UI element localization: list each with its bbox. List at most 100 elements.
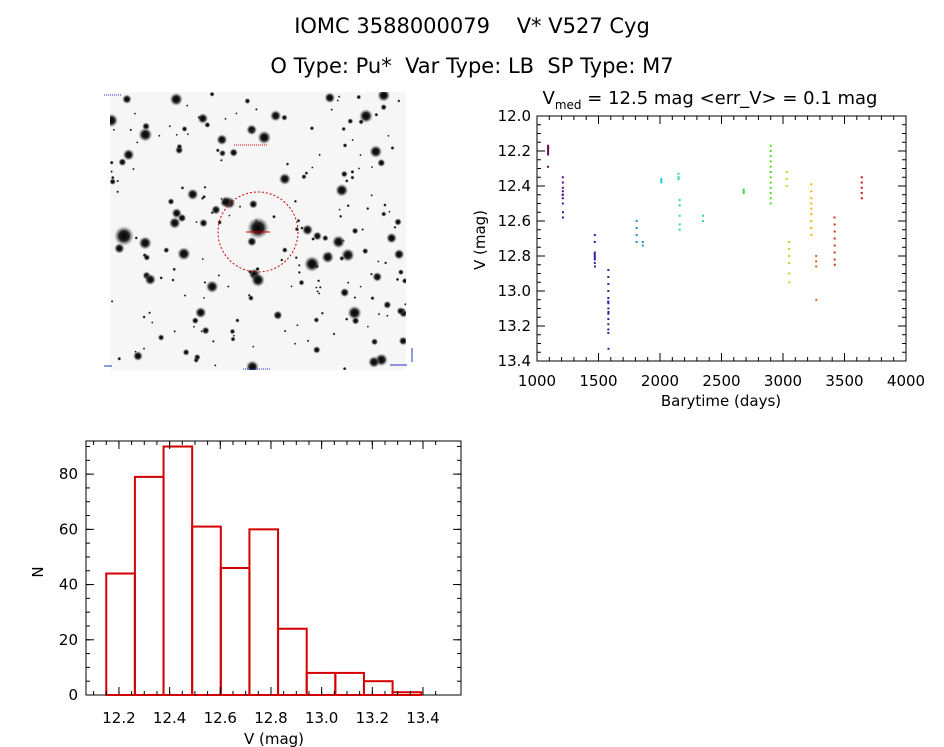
data-point: [677, 178, 680, 180]
star: [390, 145, 395, 151]
data-point: [660, 178, 663, 180]
chart-title-line2: O Type: Pu* Var Type: LB SP Type: M7: [270, 54, 674, 78]
data-point: [547, 153, 550, 156]
x-tick-label: 3000: [764, 372, 802, 390]
star: [344, 179, 349, 183]
x-tick-label: 13.2: [356, 709, 389, 727]
data-point: [742, 188, 745, 191]
data-point: [607, 290, 610, 292]
star: [366, 325, 370, 328]
data-point: [607, 283, 610, 285]
sky-image-panel: [104, 92, 413, 370]
histogram-bar: [277, 627, 308, 697]
data-point: [593, 241, 596, 243]
data-point: [788, 262, 791, 264]
data-point: [561, 181, 564, 184]
x-tick-label: 12.4: [153, 709, 186, 727]
star: [142, 315, 146, 319]
star: [335, 183, 349, 197]
star: [116, 190, 120, 194]
star: [322, 234, 329, 242]
star: [172, 224, 176, 228]
data-point: [702, 214, 705, 217]
data-point: [833, 230, 836, 233]
y-tick-label: 12.6: [498, 212, 531, 230]
data-point: [769, 181, 772, 184]
data-point: [635, 234, 638, 236]
star: [247, 295, 254, 302]
data-point: [593, 255, 596, 257]
star: [347, 305, 362, 320]
histogram-bar: [162, 445, 194, 696]
data-point: [660, 179, 663, 182]
y-tick-label: 12.4: [498, 177, 531, 195]
star: [272, 214, 277, 219]
histogram-bar: [133, 475, 165, 696]
data-point: [785, 171, 788, 173]
star: [381, 211, 387, 217]
star: [342, 143, 348, 148]
data-point: [593, 262, 596, 264]
star: [386, 314, 389, 317]
star: [338, 214, 343, 219]
bright-star: [368, 356, 380, 368]
star: [346, 204, 350, 208]
light-curve-axes-frame: [536, 115, 907, 362]
histogram-axes-frame: [85, 440, 462, 696]
star: [386, 232, 397, 244]
data-point: [810, 220, 813, 222]
star: [359, 153, 362, 157]
star: [202, 296, 206, 300]
star: [273, 310, 283, 320]
data-point: [607, 269, 610, 271]
data-point: [678, 223, 681, 226]
data-point: [810, 213, 813, 215]
star: [217, 274, 221, 277]
star: [393, 225, 397, 229]
star: [404, 302, 406, 306]
star: [235, 112, 238, 115]
star: [293, 199, 298, 203]
star: [158, 134, 161, 138]
data-point: [769, 160, 772, 163]
y-tick-label: 13.0: [498, 282, 531, 300]
star: [351, 138, 354, 142]
data-point: [833, 263, 836, 266]
data-point: [593, 253, 596, 256]
star: [132, 167, 135, 171]
star: [228, 214, 231, 217]
data-point: [607, 300, 610, 303]
y-tick-label: 20: [59, 631, 78, 649]
data-point: [860, 181, 863, 184]
data-point: [810, 207, 813, 210]
star: [301, 174, 307, 180]
data-point: [607, 332, 610, 334]
star: [341, 248, 355, 262]
target-aperture-circle: [217, 191, 299, 273]
star: [393, 248, 405, 260]
star: [238, 205, 242, 209]
star: [361, 228, 364, 231]
star: [324, 92, 336, 104]
star: [331, 235, 346, 249]
star: [330, 108, 334, 112]
star: [388, 210, 391, 213]
light-curve-points: [547, 144, 863, 350]
star: [338, 208, 341, 211]
star: [197, 115, 201, 119]
data-point: [607, 323, 610, 326]
data-point: [607, 302, 610, 305]
star: [194, 306, 207, 319]
star: [339, 287, 350, 298]
data-point: [785, 178, 788, 180]
star: [318, 153, 321, 157]
data-point: [561, 197, 564, 200]
data-point: [769, 186, 772, 189]
star: [372, 271, 383, 282]
y-tick-label: 13.2: [498, 317, 531, 335]
star: [383, 203, 387, 207]
light-curve-y-label: V (mag): [471, 210, 489, 270]
star: [159, 276, 163, 280]
star: [110, 113, 119, 128]
star: [384, 261, 388, 265]
